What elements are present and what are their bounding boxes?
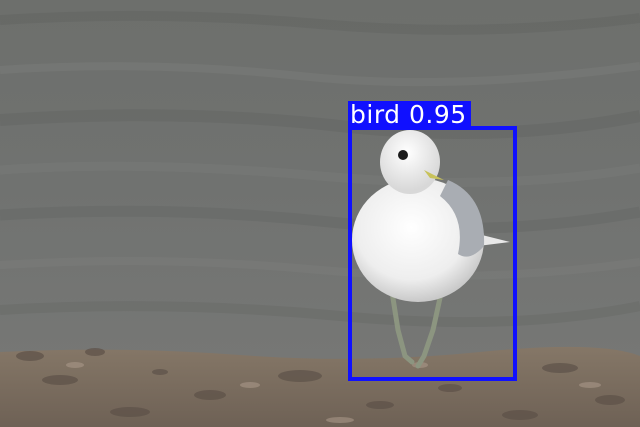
seagull — [352, 130, 510, 369]
detection-bounding-box — [348, 126, 517, 381]
detection-label: bird 0.95 — [348, 101, 471, 129]
water-background — [0, 0, 640, 360]
water-ripples — [0, 10, 640, 328]
sand-ground — [0, 346, 640, 427]
sand-texture — [16, 348, 625, 420]
